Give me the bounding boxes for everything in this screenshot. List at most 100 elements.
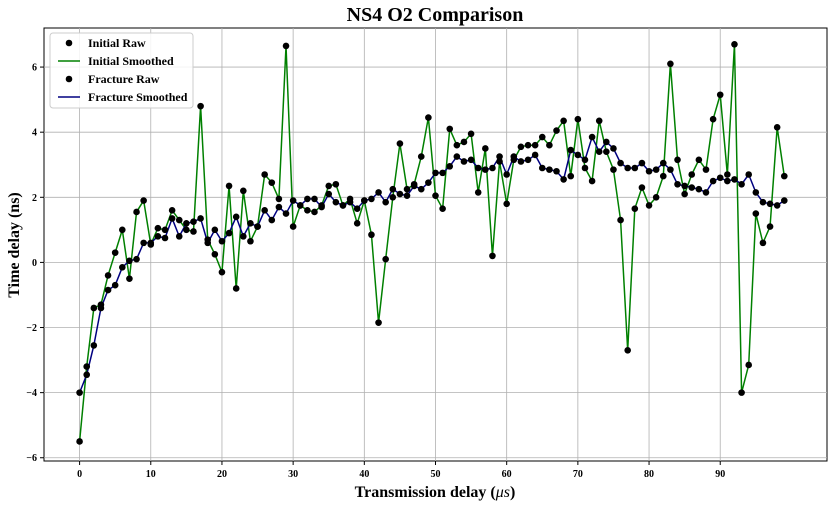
data-point <box>603 138 610 146</box>
x-tick-label: 80 <box>644 469 654 480</box>
legend-marker-swatch <box>65 39 73 47</box>
data-point <box>759 198 767 206</box>
data-point <box>232 213 240 221</box>
data-point <box>268 216 276 224</box>
data-point <box>154 224 162 232</box>
series-line-initial-smoothed <box>78 43 786 442</box>
series-initial-smoothed <box>78 43 786 442</box>
data-point <box>247 220 254 227</box>
y-tick-label: 2 <box>32 193 37 204</box>
legend-label: Fracture Smoothed <box>88 90 188 104</box>
data-point <box>474 164 482 172</box>
data-point <box>560 117 567 125</box>
plot-area: 0 10 20 30 40 50 60 70 80 90 −6 −4 −2 0 2 4 6 <box>26 27 828 480</box>
data-point <box>382 255 389 263</box>
legend-label: Initial Smoothed <box>88 54 174 68</box>
data-point <box>190 218 197 226</box>
data-point <box>417 185 425 193</box>
data-point <box>610 166 617 173</box>
series-fracture-smoothed <box>78 136 785 393</box>
data-point <box>133 255 140 263</box>
data-point <box>133 208 140 216</box>
data-point <box>389 193 397 201</box>
x-tick-label: 40 <box>359 469 369 480</box>
data-point <box>396 140 404 147</box>
data-point <box>560 176 567 183</box>
data-point <box>332 198 340 206</box>
data-point <box>126 257 133 265</box>
data-point <box>695 185 703 193</box>
data-point <box>546 141 553 149</box>
data-point <box>111 249 119 256</box>
legend-box <box>49 32 194 109</box>
data-point <box>346 198 354 206</box>
data-point <box>581 156 589 164</box>
data-point <box>603 148 610 156</box>
data-point <box>503 171 510 178</box>
data-point <box>190 228 197 235</box>
data-point <box>83 363 91 370</box>
data-point <box>254 223 261 230</box>
data-point <box>268 179 276 186</box>
data-point <box>304 195 311 203</box>
y-tick-label: 6 <box>32 63 37 74</box>
data-point <box>318 203 325 211</box>
data-point <box>410 182 418 190</box>
y-axis-ticks: −6 −4 −2 0 2 4 6 <box>26 63 44 464</box>
data-point <box>659 159 667 167</box>
data-point <box>652 193 660 201</box>
data-point <box>225 182 233 190</box>
x-tick-label: 0 <box>77 469 82 480</box>
data-point <box>289 223 297 230</box>
data-point <box>211 250 219 258</box>
data-point <box>489 252 496 260</box>
data-point <box>709 115 717 123</box>
data-point <box>325 190 333 198</box>
data-point <box>175 233 183 240</box>
data-point <box>126 275 133 282</box>
data-point <box>197 215 204 222</box>
data-point <box>168 207 176 214</box>
data-point <box>531 151 539 159</box>
data-point <box>282 210 290 217</box>
data-point <box>489 164 496 172</box>
series-line-fracture-smoothed <box>78 136 785 393</box>
data-point <box>574 151 582 159</box>
data-point <box>631 205 639 212</box>
data-point <box>482 166 489 173</box>
data-point <box>389 185 397 193</box>
legend: Initial Raw Initial Smoothed Fracture Raw F… <box>49 32 194 109</box>
data-point <box>588 177 596 185</box>
data-point <box>460 158 468 165</box>
data-point <box>780 197 788 204</box>
data-point <box>140 197 147 204</box>
data-point <box>638 159 646 167</box>
data-point <box>168 215 176 222</box>
data-point <box>275 203 283 211</box>
data-point <box>638 184 646 191</box>
x-tick-label: 30 <box>288 469 298 480</box>
data-point <box>752 189 760 196</box>
data-point <box>225 229 233 237</box>
data-point <box>368 195 375 203</box>
x-tick-label: 10 <box>146 469 156 480</box>
data-point <box>453 141 461 149</box>
data-point <box>738 389 745 396</box>
data-point <box>446 163 454 170</box>
data-point <box>709 177 717 185</box>
legend-item-fracture-raw: Fracture Raw <box>65 72 160 86</box>
data-point <box>453 153 461 160</box>
data-point <box>361 197 368 204</box>
data-point <box>702 166 710 173</box>
data-point <box>496 153 503 160</box>
data-point <box>304 207 311 214</box>
data-point <box>183 226 190 234</box>
data-point <box>83 371 91 379</box>
data-point <box>524 141 532 149</box>
data-point <box>645 167 653 175</box>
data-point <box>183 220 190 227</box>
data-point <box>731 40 738 48</box>
data-point <box>503 200 510 208</box>
data-point <box>674 156 681 164</box>
x-axis-unit-symbol: μs <box>495 484 510 501</box>
